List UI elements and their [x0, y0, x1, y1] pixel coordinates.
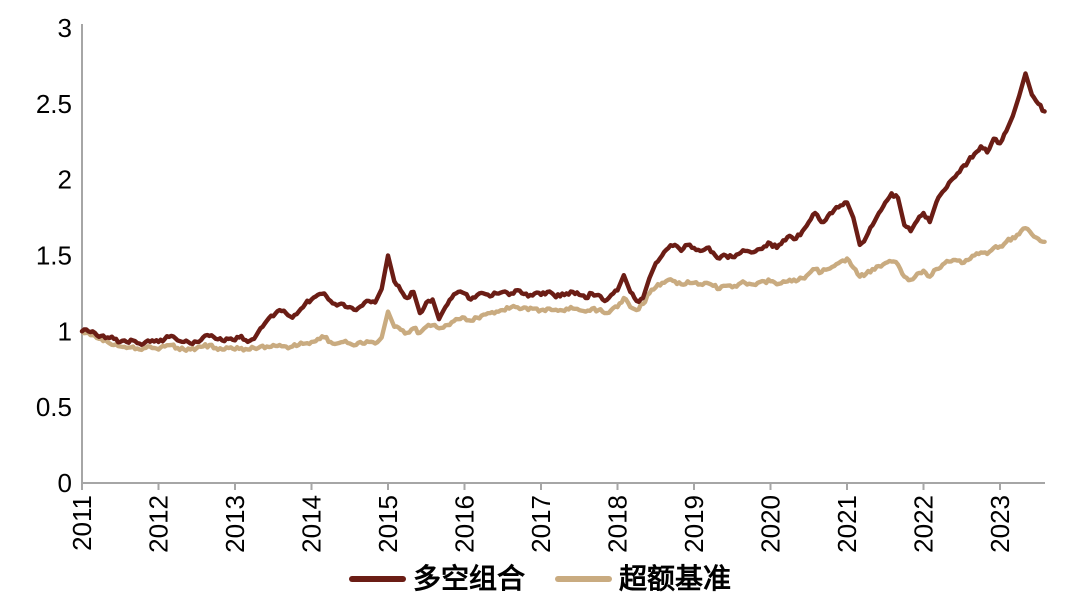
line-long-short-portfolio [79, 71, 1047, 347]
x-tick-label: 2023 [985, 495, 1015, 553]
x-tick-label: 2011 [67, 495, 97, 551]
legend: 多空组合 超额基准 [0, 559, 1080, 599]
legend-line-swatch-benchmark [555, 576, 612, 582]
x-tick-label: 2022 [909, 495, 939, 553]
x-tick-label: 2020 [756, 495, 786, 553]
x-tick-label: 2015 [373, 495, 403, 553]
x-tick-label: 2018 [603, 495, 633, 553]
x-tick-label: 2021 [832, 495, 862, 553]
x-tick-label: 2012 [144, 495, 174, 553]
y-tick-label: 1 [58, 316, 72, 346]
y-tick-label: 3 [58, 13, 72, 43]
legend-label-benchmark: 超额基准 [619, 563, 732, 594]
x-tick-label: 2017 [526, 495, 556, 553]
legend-line-swatch-long-short [348, 576, 406, 582]
y-tick-label: 2.5 [36, 89, 72, 119]
legend-item-benchmark: 超额基准 [555, 565, 731, 593]
line-excess-benchmark [79, 226, 1047, 353]
legend-item-long-short: 多空组合 [348, 563, 525, 594]
x-tick-label: 2019 [679, 495, 709, 553]
x-tick-label: 2014 [297, 495, 327, 553]
y-tick-label: 0.5 [36, 392, 72, 422]
y-tick-label: 0 [58, 468, 72, 498]
y-tick-label: 2 [58, 165, 72, 195]
x-tick-label: 2013 [220, 495, 250, 553]
y-tick-label: 1.5 [36, 240, 72, 270]
x-tick-label: 2016 [450, 495, 480, 553]
legend-label-long-short: 多空组合 [412, 563, 525, 594]
